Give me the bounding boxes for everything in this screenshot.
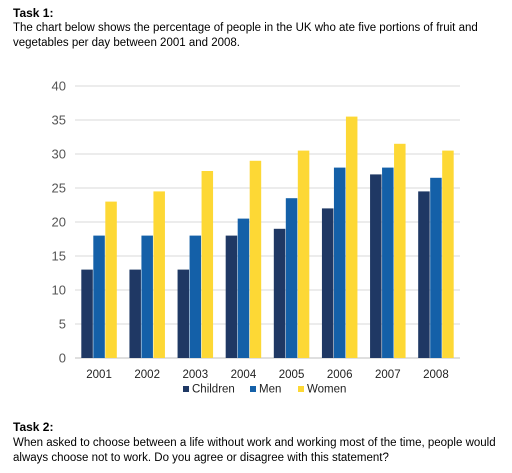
x-tick-label: 2002: [134, 369, 160, 381]
x-tick-label: 2007: [375, 369, 401, 381]
legend: Children Men Women: [183, 384, 346, 396]
y-tick-label: 30: [52, 147, 66, 162]
bar-women-2001: [105, 201, 117, 358]
task1-text: The chart below shows the percentage of …: [13, 22, 478, 49]
x-tick-label: 2008: [423, 369, 449, 381]
bar-children-2003: [177, 269, 190, 358]
bar-children-2005: [273, 228, 286, 358]
x-tick-label: 2005: [279, 369, 305, 381]
y-tick-label: 15: [52, 249, 66, 264]
task2-heading: Task 2:: [13, 420, 54, 434]
bar-men-2005: [285, 198, 298, 358]
legend-label-women: Women: [307, 384, 346, 396]
bar-women-2007: [394, 143, 406, 358]
bars: [81, 116, 454, 358]
bar-women-2008: [442, 150, 454, 358]
y-tick-label: 5: [59, 317, 66, 332]
x-tick-label: 2003: [183, 369, 209, 381]
task2-text: When asked to choose between a life with…: [13, 437, 496, 464]
bar-men-2001: [93, 235, 105, 358]
y-tick-label: 20: [52, 215, 66, 230]
y-tick-label: 40: [52, 79, 66, 94]
bar-women-2006: [345, 116, 358, 358]
bar-men-2008: [430, 177, 442, 358]
y-tick-label: 35: [52, 113, 66, 128]
bar-children-2001: [81, 269, 93, 358]
x-axis-ticks: 2001 2002 2003 2004 2005 2006 2007 2008: [86, 369, 448, 381]
legend-swatch-women: [298, 386, 304, 392]
bar-men-2006: [333, 167, 346, 358]
bar-children-2007: [370, 174, 382, 358]
bar-women-2003: [201, 171, 214, 358]
bar-children-2006: [321, 208, 334, 358]
legend-swatch-men: [250, 386, 256, 392]
y-tick-label: 0: [59, 351, 66, 366]
legend-swatch-children: [183, 386, 189, 392]
x-tick-label: 2004: [231, 369, 257, 381]
bar-women-2005: [297, 150, 310, 358]
y-tick-label: 25: [52, 181, 66, 196]
bar-women-2002: [153, 191, 165, 358]
bar-men-2004: [237, 218, 250, 358]
legend-label-children: Children: [192, 384, 235, 396]
bar-men-2002: [141, 235, 153, 358]
bar-children-2008: [418, 191, 430, 358]
task1-heading: Task 1:: [13, 6, 54, 20]
bar-men-2003: [189, 235, 202, 358]
y-axis-ticks: 0 5 10 15 20 25 30 35 40: [52, 79, 66, 366]
bar-women-2004: [249, 160, 262, 358]
bar-men-2007: [382, 167, 394, 358]
x-tick-label: 2001: [86, 369, 112, 381]
y-tick-label: 10: [52, 283, 66, 298]
bar-children-2004: [225, 235, 238, 358]
bar-children-2002: [129, 269, 141, 358]
x-tick-label: 2006: [327, 369, 353, 381]
legend-label-men: Men: [259, 384, 281, 396]
